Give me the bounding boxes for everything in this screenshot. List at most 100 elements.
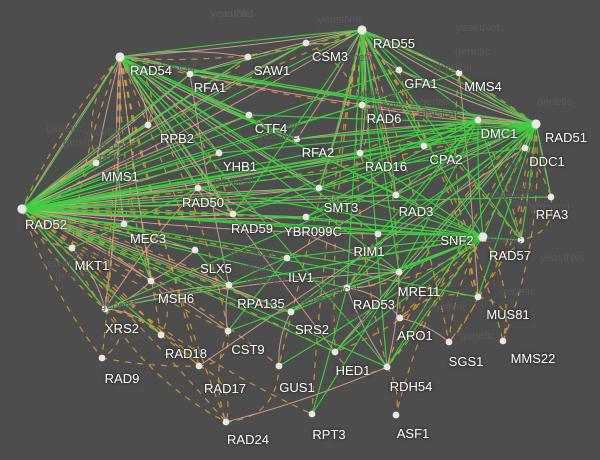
genetic-edge	[225, 365, 280, 423]
yeastnet-edge	[232, 29, 363, 215]
graph-node-smt3[interactable]	[315, 184, 323, 192]
graph-node-gus1[interactable]	[275, 362, 283, 370]
graph-node-gfa1[interactable]	[395, 66, 403, 74]
graph-node-rpt3[interactable]	[308, 410, 316, 418]
genetic-edge	[448, 123, 537, 343]
yeastnet-edge	[305, 123, 537, 218]
yeastnet-edge	[334, 236, 484, 353]
graph-node-mms22[interactable]	[499, 337, 507, 345]
physical-edge	[119, 29, 363, 58]
yeastnet-edge	[318, 29, 363, 189]
graph-node-ilv1[interactable]	[283, 254, 291, 262]
graph-node-rad3[interactable]	[392, 191, 400, 199]
graph-node-rpa135[interactable]	[225, 281, 233, 289]
genetic-edge	[361, 29, 450, 343]
yeastnet-edge-group	[21, 29, 552, 415]
genetic-edge	[21, 208, 336, 353]
yeastnet-edge	[119, 56, 388, 368]
yeastnet-edge	[123, 223, 152, 282]
yeastnet-edge	[535, 123, 552, 198]
graph-node-mus81[interactable]	[474, 293, 482, 301]
genetic-edge	[21, 208, 229, 332]
graph-node-rim1[interactable]	[374, 230, 382, 238]
graph-node-slx5[interactable]	[191, 246, 199, 254]
genetic-edge	[502, 123, 538, 342]
physical-edge	[21, 42, 307, 210]
yeastnet-edge	[286, 236, 484, 259]
graph-node-rad9[interactable]	[98, 354, 106, 362]
physical-edge	[21, 208, 292, 313]
graph-node-xrs2[interactable]	[101, 305, 109, 313]
graph-node-dmc1[interactable]	[474, 116, 482, 124]
yeastnet-edge	[377, 233, 484, 238]
yeastnet-edge	[395, 123, 537, 196]
yeastnet-edge	[361, 29, 479, 121]
graph-node-rfa3[interactable]	[547, 193, 555, 201]
graph-node-mms4[interactable]	[455, 69, 463, 77]
graph-node-rad59[interactable]	[229, 210, 237, 218]
yeastnet-edge	[482, 123, 537, 238]
graph-node-yhb1[interactable]	[215, 149, 223, 157]
genetic-edge	[482, 236, 522, 255]
yeastnet-edge	[21, 114, 250, 210]
graph-node-msh6[interactable]	[147, 277, 155, 285]
graph-node-sgs1[interactable]	[445, 338, 453, 346]
genetic-edge	[448, 236, 484, 343]
yeastnet-edge	[361, 29, 522, 241]
genetic-edge	[21, 208, 125, 233]
genetic-edge	[386, 366, 398, 416]
genetic-edge	[101, 56, 121, 359]
yeastnet-edge	[119, 56, 250, 116]
graph-node-rad18[interactable]	[157, 331, 165, 339]
graph-node-rad51[interactable]	[531, 119, 541, 129]
yeastnet-edge	[197, 123, 537, 189]
graph-node-mms1[interactable]	[92, 159, 100, 167]
graph-node-aro1[interactable]	[396, 314, 404, 322]
graph-node-ddc1[interactable]	[521, 144, 529, 152]
graph-node-rad54[interactable]	[115, 52, 125, 62]
graph-node-rdh54[interactable]	[383, 363, 391, 371]
physical-edge	[346, 287, 401, 319]
yeastnet-edge	[318, 187, 484, 238]
physical-edge	[334, 123, 537, 353]
graph-node-rad52[interactable]	[17, 204, 27, 214]
graph-node-asf1[interactable]	[392, 411, 400, 419]
physical-edge	[150, 249, 196, 282]
graph-node-rad17[interactable]	[195, 362, 203, 370]
genetic-edge	[104, 308, 162, 336]
graph-node-rad57[interactable]	[517, 236, 525, 244]
graph-node-ctf4[interactable]	[245, 111, 253, 119]
genetic-edge	[21, 208, 73, 249]
yeastnet-edge	[232, 119, 479, 215]
graph-node-csm3[interactable]	[302, 39, 310, 47]
graph-node-rfa1[interactable]	[186, 70, 194, 78]
graph-node-rad55[interactable]	[357, 25, 367, 35]
graph-node-srs2[interactable]	[287, 308, 295, 316]
graph-node-rad53[interactable]	[343, 284, 351, 292]
yeastnet-edge	[386, 236, 484, 368]
graph-node-cpa2[interactable]	[420, 142, 428, 150]
genetic-edge	[520, 123, 537, 241]
graph-node-rad16[interactable]	[356, 149, 364, 157]
graph-node-rpb2[interactable]	[144, 121, 152, 129]
graph-node-rad24[interactable]	[222, 418, 230, 426]
physical-edge	[119, 56, 152, 282]
graph-node-hed1[interactable]	[331, 348, 339, 356]
graph-node-mre11[interactable]	[395, 268, 403, 276]
graph-node-mkt1[interactable]	[68, 244, 76, 252]
graph-node-saw1[interactable]	[244, 53, 252, 61]
graph-node-rad50[interactable]	[194, 184, 202, 192]
physical-edge	[278, 311, 292, 367]
yeastnet-edge	[21, 119, 479, 210]
graph-node-snf2[interactable]	[478, 232, 488, 242]
physical-edge	[399, 317, 450, 343]
graph-node-rad6[interactable]	[358, 101, 366, 109]
graph-node-rfa2[interactable]	[293, 135, 301, 143]
graph-node-ybr099c[interactable]	[302, 213, 310, 221]
yeastnet-edge	[21, 208, 292, 313]
yeastnet-edge	[21, 56, 121, 210]
graph-node-cst9[interactable]	[224, 327, 232, 335]
graph-node-mec3[interactable]	[120, 220, 128, 228]
yeastnet-edge	[21, 69, 400, 210]
